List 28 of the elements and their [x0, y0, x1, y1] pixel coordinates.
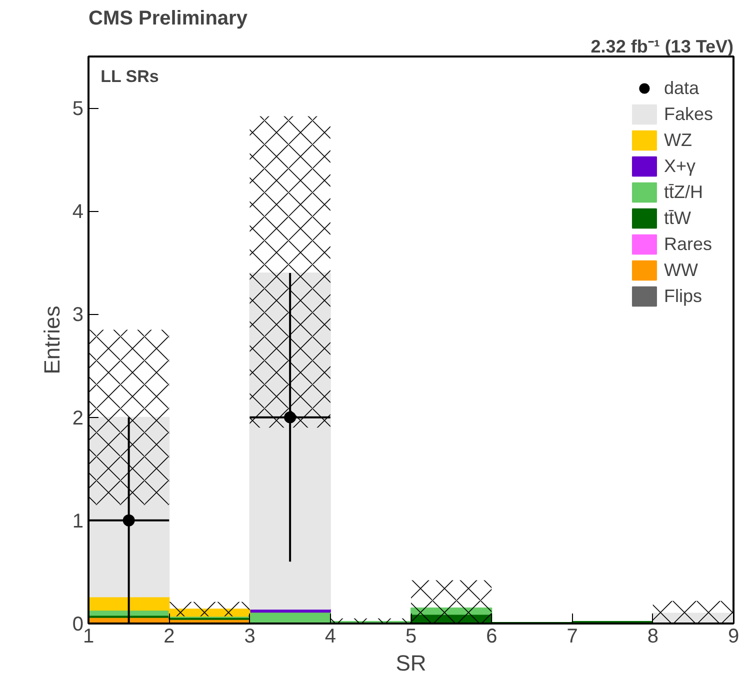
y-tick-label: 4 [72, 201, 84, 224]
y-tick-label: 0 [72, 614, 84, 636]
x-axis-title: SR [396, 650, 426, 676]
legend-label: Flips [664, 286, 702, 306]
x-tick-label: 7 [566, 626, 578, 648]
x-tick-label: 5 [405, 626, 417, 648]
legend-label: WW [664, 260, 698, 280]
x-tick-label: 4 [324, 626, 336, 648]
legend-label: tt̄Z/H [664, 182, 703, 202]
legend-label: X+γ [664, 156, 696, 176]
x-tick-label: 6 [486, 626, 498, 648]
y-axis-title: Entries [39, 306, 64, 374]
text: 2.32 fb⁻¹ (13 TeV) [590, 36, 734, 56]
annotation: LL SRs [100, 66, 159, 86]
x-tick-label: 3 [244, 626, 256, 648]
y-tick-label: 5 [72, 98, 84, 120]
legend-label: WZ [664, 130, 692, 150]
y-tick-label: 1 [72, 510, 84, 532]
x-tick-label: 8 [647, 626, 658, 648]
x-tick-label: 9 [728, 626, 740, 648]
chart-title: CMS Preliminary [88, 8, 248, 30]
legend-label: Rares [664, 234, 712, 254]
legend-label: tt̄W [664, 208, 691, 228]
legend-label: Fakes [664, 104, 713, 124]
legend-label: data [664, 78, 700, 98]
y-tick-label: 3 [72, 304, 84, 326]
x-tick-label: 2 [164, 626, 175, 648]
y-tick-label: 2 [72, 407, 84, 430]
